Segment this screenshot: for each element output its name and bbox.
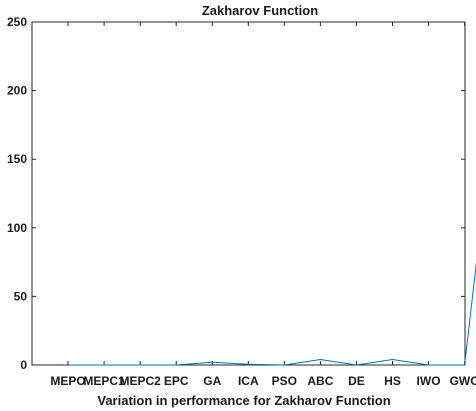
y-tick-label: 150 (7, 152, 27, 166)
x-tick-label: PSO (272, 374, 297, 388)
x-tick-label: GA (203, 374, 221, 388)
y-tick-label: 200 (7, 84, 27, 98)
x-tick-label: MEPC1 (83, 374, 125, 388)
y-tick-label: 0 (20, 358, 27, 372)
x-tick-label: MEPC2 (119, 374, 161, 388)
x-tick-label: HS (384, 374, 401, 388)
y-tick-label: 100 (7, 221, 27, 235)
y-tick-label: 250 (7, 15, 27, 29)
x-tick-label: MEPO (50, 374, 85, 388)
x-tick-label: DE (348, 374, 365, 388)
series-line (68, 261, 476, 366)
x-tick-label: ABC (307, 374, 333, 388)
x-axis-label: Variation in performance for Zakharov Fu… (97, 393, 390, 408)
x-tick-label: IWO (417, 374, 441, 388)
chart-title: Zakharov Function (202, 3, 318, 18)
x-tick-label: EPC (164, 374, 189, 388)
x-tick-label: GWO (450, 374, 476, 388)
x-tick-label: ICA (238, 374, 259, 388)
axes-box (31, 21, 466, 366)
y-tick-label: 50 (14, 289, 28, 303)
